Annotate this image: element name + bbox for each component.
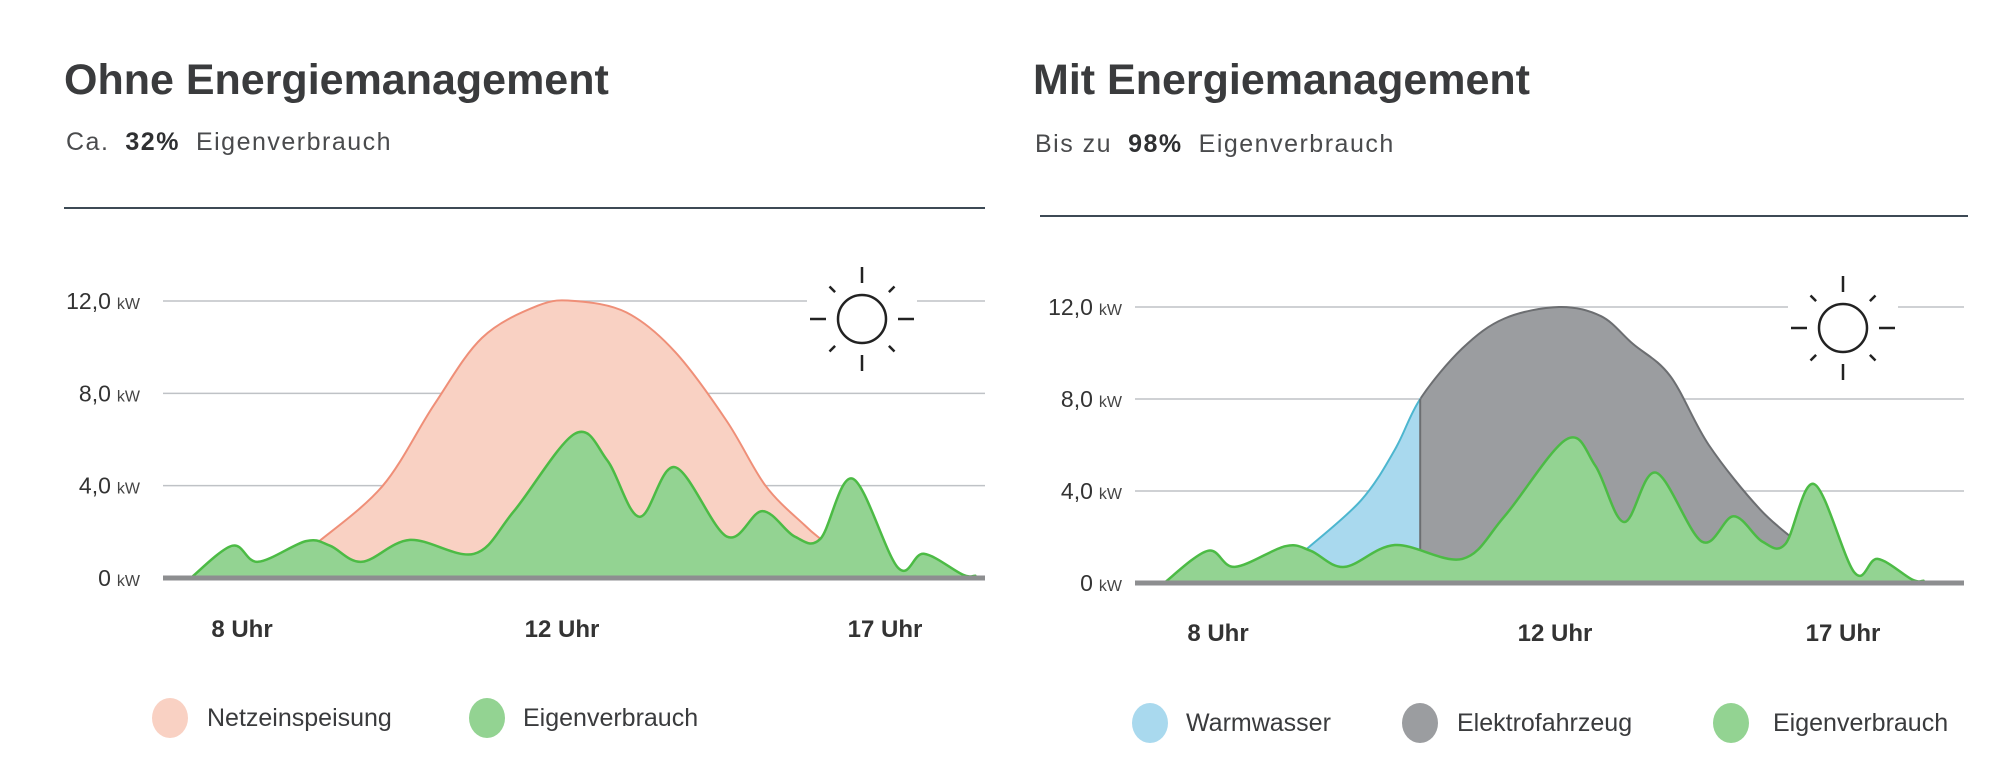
y-tick-label: 4,0 kW [79, 473, 141, 499]
legend-label: Elektrofahrzeug [1457, 709, 1632, 737]
sun-icon [1791, 276, 1895, 380]
area-eigenverbrauch [189, 430, 977, 580]
x-tick-label: 12 Uhr [1518, 620, 1593, 647]
chart-subtitle: Bis zu 98% Eigenverbrauch [1035, 130, 1395, 158]
x-tick-label: 12 Uhr [525, 616, 600, 643]
y-tick-label: 12,0 kW [1048, 294, 1123, 320]
y-tick-label: 8,0 kW [1061, 386, 1123, 412]
subtitle-prefix: Bis zu [1035, 130, 1112, 158]
legend-swatch [1132, 703, 1168, 743]
y-tick-label: 0 kW [1080, 570, 1123, 596]
subtitle-prefix: Ca. [66, 128, 109, 156]
legend-swatch [1402, 703, 1438, 743]
chart-with-management: Mit Energiemanagement Bis zu 98% Eigenverbr… [1033, 56, 1968, 743]
y-tick-label: 8,0 kW [79, 380, 141, 406]
sun-icon [810, 267, 914, 371]
area-eigenverbrauch [1162, 436, 1925, 585]
self-consumption-value: 32% [125, 128, 180, 156]
subtitle-suffix: Eigenverbrauch [1199, 130, 1395, 158]
y-tick-label: 4,0 kW [1061, 478, 1123, 504]
y-tick-label: 12,0 kW [66, 288, 141, 314]
legend-label: Netzeinspeisung [207, 704, 392, 732]
legend-label: Warmwasser [1186, 709, 1331, 737]
x-tick-label: 17 Uhr [1806, 620, 1881, 647]
chart-title: Ohne Energiemanagement [64, 56, 609, 104]
legend-label: Eigenverbrauch [523, 704, 698, 732]
legend-swatch [469, 698, 505, 738]
chart-title: Mit Energiemanagement [1033, 56, 1530, 104]
x-tick-label: 17 Uhr [848, 616, 923, 643]
subtitle-suffix: Eigenverbrauch [196, 128, 392, 156]
legend-label: Eigenverbrauch [1773, 709, 1948, 737]
x-tick-label: 8 Uhr [1187, 620, 1248, 647]
chart-without-management: Ohne Energiemanagement Ca. 32% Eigenverbrau… [64, 56, 985, 738]
legend-swatch [152, 698, 188, 738]
self-consumption-value: 98% [1128, 130, 1183, 158]
chart-subtitle: Ca. 32% Eigenverbrauch [66, 128, 392, 156]
y-tick-label: 0 kW [98, 565, 141, 591]
x-tick-label: 8 Uhr [211, 616, 272, 643]
area-warmwasser [1306, 397, 1421, 584]
legend-swatch [1713, 703, 1749, 743]
